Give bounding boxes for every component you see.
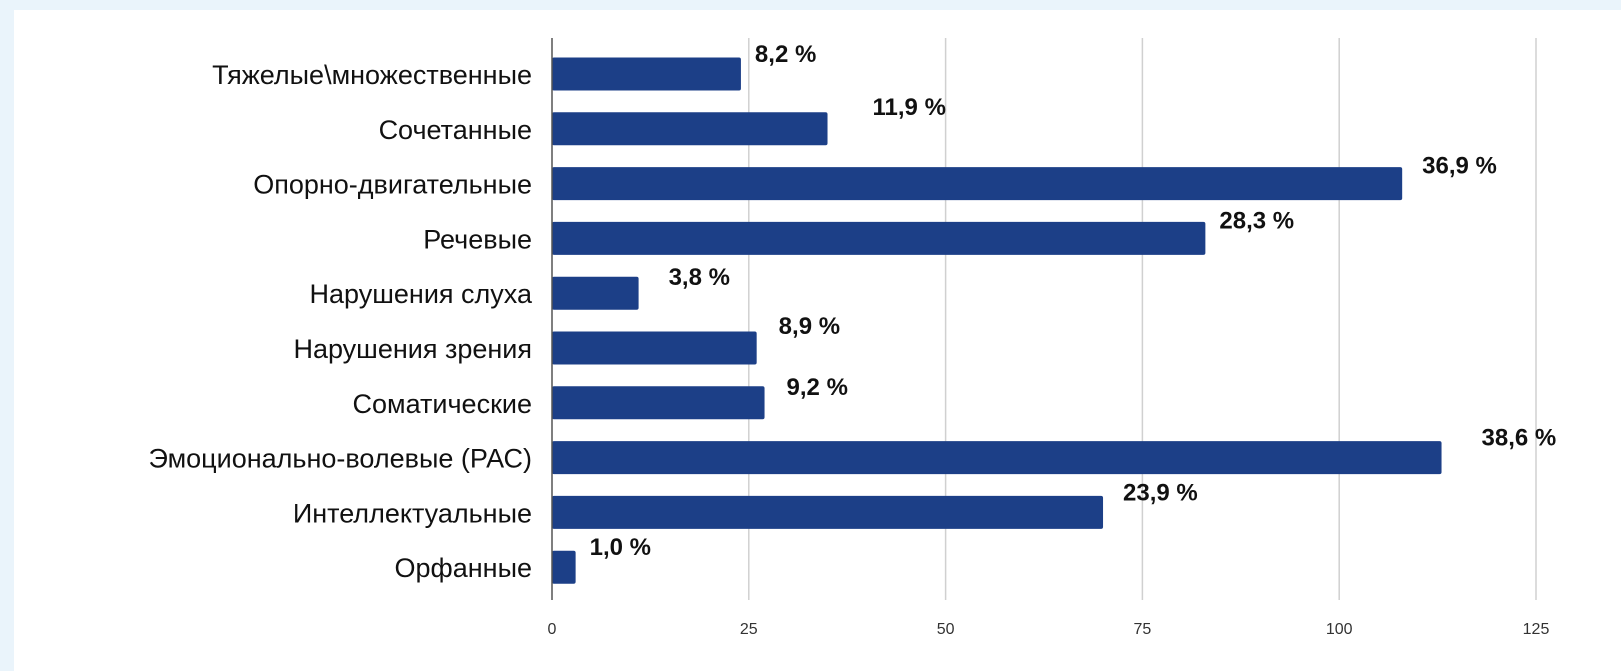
category-label: Орфанные bbox=[395, 553, 533, 583]
data-label: 3,8 % bbox=[669, 264, 730, 291]
bar bbox=[552, 221, 1206, 255]
axes: 0 25 50 75 100 125 bbox=[548, 38, 1550, 638]
bar bbox=[552, 331, 757, 365]
category-label: Нарушения зрения bbox=[293, 334, 532, 364]
category-label: Сочетанные bbox=[379, 115, 532, 145]
category-label: Нарушения слуха bbox=[310, 279, 533, 309]
bar bbox=[552, 386, 765, 420]
labels: Тяжелые\множественные 8,2 % Сочетанные 11,9… bbox=[148, 41, 1556, 583]
x-tick-label: 0 bbox=[548, 621, 557, 638]
data-label: 36,9 % bbox=[1422, 153, 1497, 180]
bar bbox=[552, 495, 1104, 529]
x-tick-label: 25 bbox=[740, 621, 758, 638]
bar bbox=[552, 276, 639, 310]
bar bbox=[552, 112, 828, 146]
category-label: Речевые bbox=[423, 224, 532, 254]
data-label: 8,2 % bbox=[755, 41, 816, 68]
category-label: Тяжелые\множественные bbox=[212, 60, 532, 90]
data-label: 28,3 % bbox=[1219, 207, 1294, 234]
data-label: 1,0 % bbox=[590, 534, 651, 561]
data-label: 8,9 % bbox=[779, 313, 840, 340]
category-label: Опорно-двигательные bbox=[253, 170, 532, 200]
data-label: 9,2 % bbox=[787, 374, 848, 401]
category-label: Интеллектуальные bbox=[293, 498, 532, 528]
data-label: 11,9 % bbox=[873, 94, 946, 121]
bar bbox=[552, 57, 741, 91]
bars bbox=[552, 57, 1442, 584]
category-label: Соматические bbox=[353, 389, 532, 419]
bar bbox=[552, 550, 576, 584]
x-tick-label: 75 bbox=[1134, 621, 1152, 638]
data-label: 23,9 % bbox=[1123, 479, 1198, 506]
category-label: Эмоционально-волевые (РАС) bbox=[148, 444, 532, 474]
x-tick-label: 100 bbox=[1326, 621, 1353, 638]
bar bbox=[552, 167, 1403, 201]
x-tick-label: 50 bbox=[937, 621, 955, 638]
data-label: 38,6 % bbox=[1482, 425, 1557, 452]
bar bbox=[552, 441, 1442, 475]
x-tick-label: 125 bbox=[1523, 621, 1550, 638]
